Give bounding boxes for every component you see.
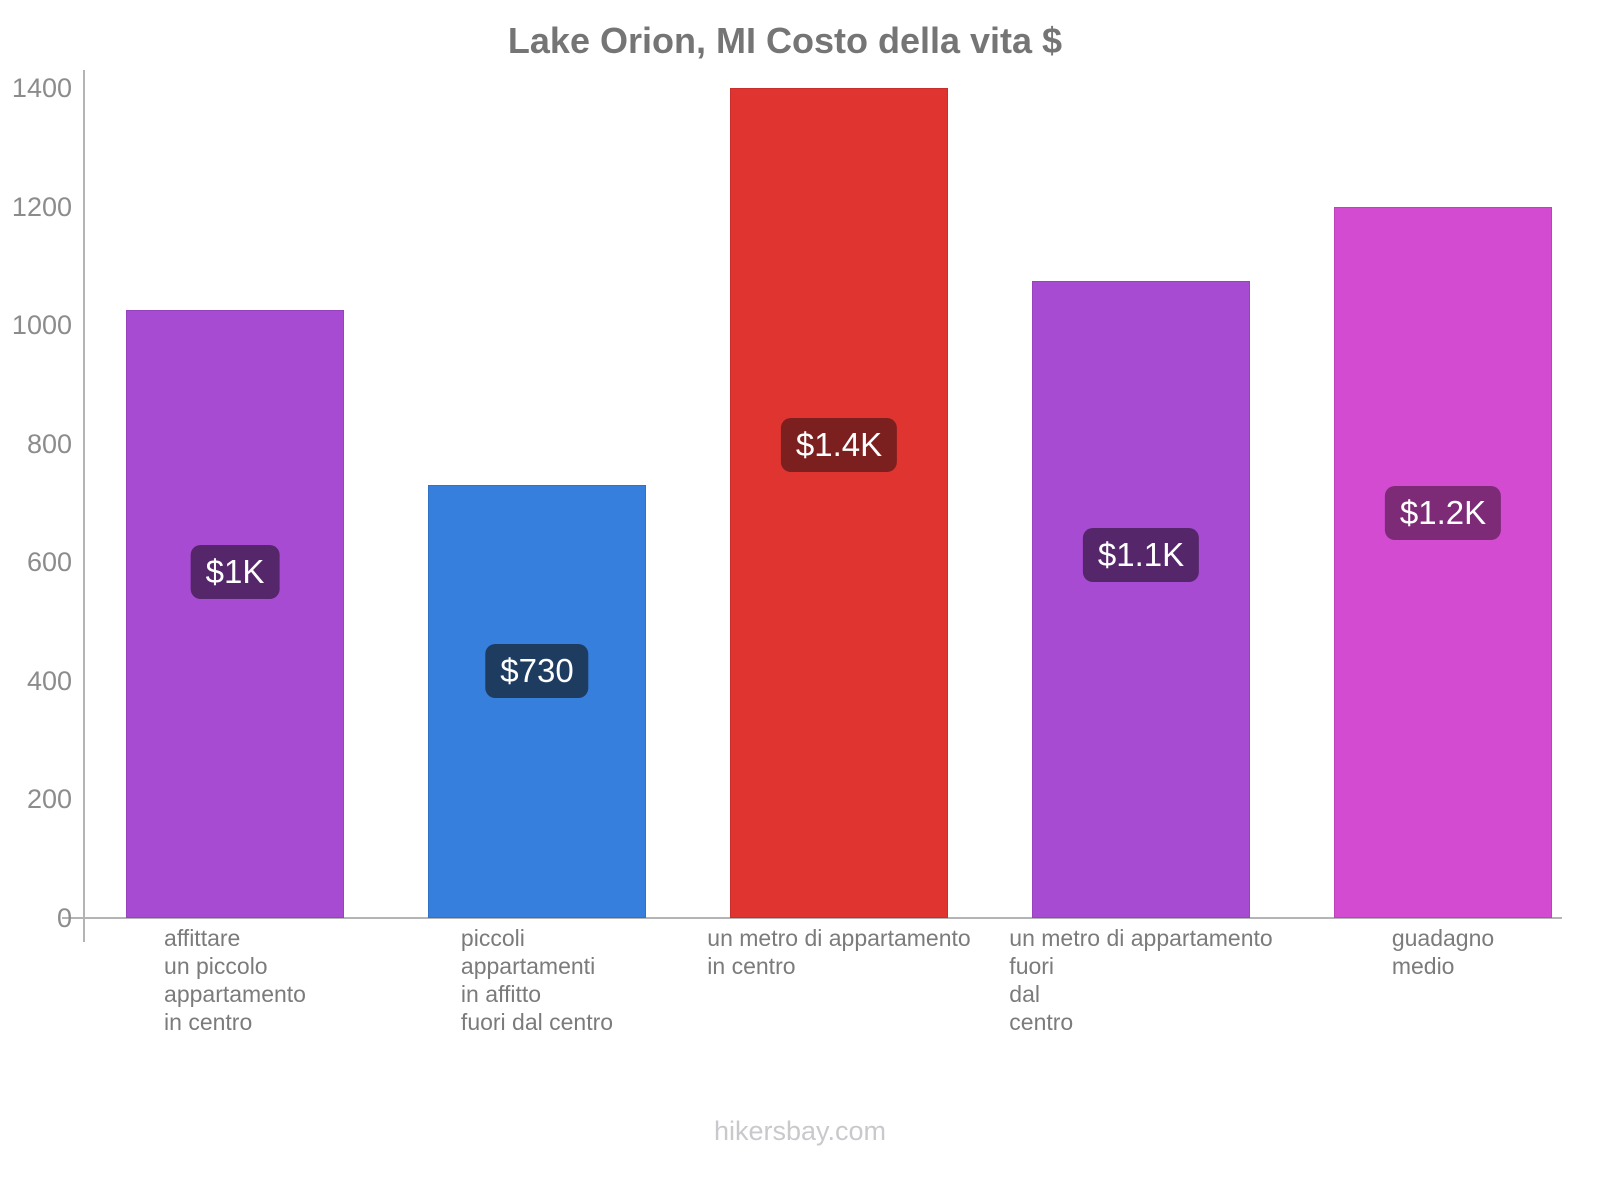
y-tick-label: 1400 xyxy=(11,73,72,103)
value-badge: $1.2K xyxy=(1384,485,1502,540)
category-label: un metro di appartamento fuori dal centro xyxy=(1009,924,1272,1036)
y-tick-label: 200 xyxy=(26,784,72,815)
bar-4: $1.1K xyxy=(1032,281,1250,918)
value-badge: $1.4K xyxy=(780,418,898,473)
y-axis-line xyxy=(83,70,85,942)
category-label-line: appartamento xyxy=(164,981,306,1007)
category-label-line: dal xyxy=(1009,981,1041,1007)
value-badge: $1K xyxy=(190,544,280,599)
bar-2: $730 xyxy=(428,485,646,918)
category-label-line: un metro di appartamento xyxy=(1009,925,1273,951)
category-label-line: fuori dal centro xyxy=(460,1009,614,1035)
category-label: guadagno medio xyxy=(1392,924,1494,980)
category-label-line: appartamenti xyxy=(460,953,596,979)
category-label-line: in centro xyxy=(707,953,796,979)
bar-1: $1K xyxy=(126,310,344,918)
x-axis-baseline xyxy=(62,917,1562,919)
category-label-line: in centro xyxy=(164,1009,253,1035)
category-label-line: guadagno xyxy=(1391,925,1495,951)
bar-3: $1.4K xyxy=(730,88,948,918)
bar-5: $1.2K xyxy=(1334,207,1552,918)
value-badge: $730 xyxy=(485,644,589,699)
chart-title: Lake Orion, MI Costo della vita $ xyxy=(507,20,1063,61)
category-label: piccoli appartamenti in affitto fuori dal c… xyxy=(461,924,613,1036)
y-tick-label: 0 xyxy=(56,903,72,933)
y-tick-label: 800 xyxy=(26,428,72,459)
category-label-line: affittare xyxy=(164,925,241,951)
category-label: un metro di appartamento in centro xyxy=(707,924,970,980)
y-tick-label: 600 xyxy=(26,547,72,578)
category-label-line: un metro di appartamento xyxy=(707,925,971,951)
category-label-line: centro xyxy=(1009,1009,1074,1035)
category-label: affittare un piccolo appartamento in centro xyxy=(164,924,306,1036)
category-label-line: piccoli xyxy=(460,925,525,951)
value-badge: $1.1K xyxy=(1082,528,1200,583)
category-label-line: medio xyxy=(1391,953,1455,979)
y-tick-label: 1000 xyxy=(11,310,72,341)
y-tick-label: 1200 xyxy=(11,191,72,222)
category-label-line: in affitto xyxy=(460,981,542,1007)
y-tick-label: 400 xyxy=(26,665,72,696)
category-label-line: un piccolo xyxy=(164,953,268,979)
category-label-line: fuori xyxy=(1009,953,1055,979)
watermark-hikersbay: hikersbay.com xyxy=(713,1116,887,1146)
